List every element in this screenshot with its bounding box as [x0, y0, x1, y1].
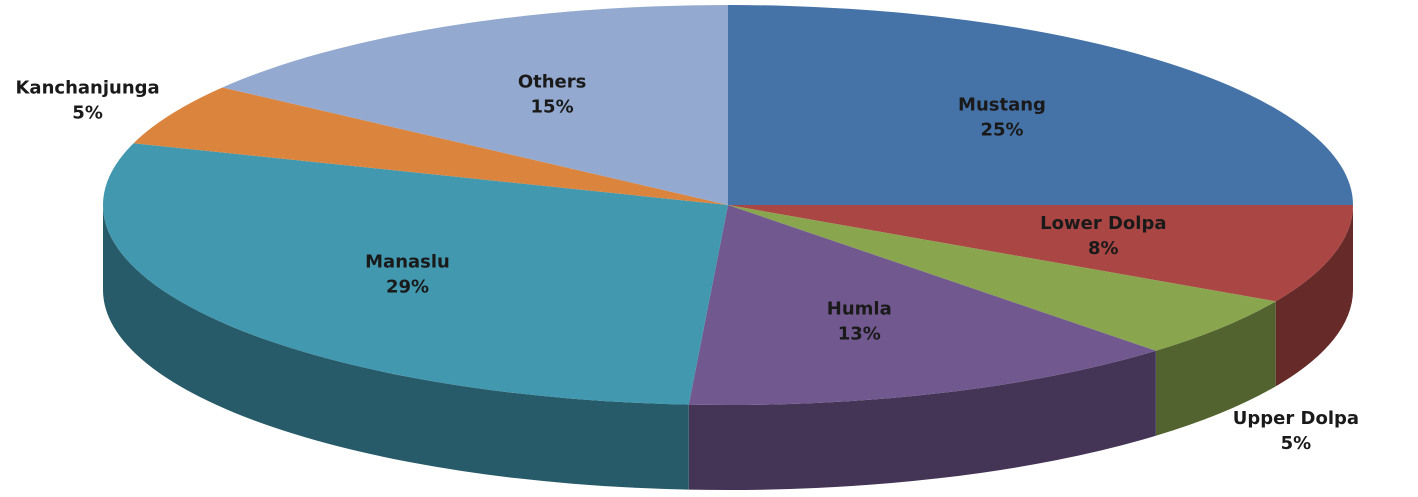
slice-side — [103, 205, 689, 490]
slice-value-label: 5% — [1281, 433, 1312, 454]
slice-label: Kanchanjunga — [15, 78, 159, 99]
slice-label: Upper Dolpa — [1233, 408, 1359, 429]
slice-label: Lower Dolpa — [1040, 213, 1166, 234]
slice-value-label: 15% — [531, 97, 574, 118]
slice — [728, 205, 1353, 302]
slice — [133, 87, 729, 205]
slice — [102, 143, 728, 405]
slice-value-label: 29% — [386, 277, 429, 298]
slice-tops — [102, 5, 1353, 405]
slice-label: Mustang — [958, 94, 1046, 115]
slice-side — [1275, 205, 1353, 387]
slice-label: Manaslu — [365, 252, 450, 273]
slice — [688, 205, 1156, 405]
slice-side — [688, 350, 1156, 490]
slice-sides — [103, 205, 1353, 490]
labels: Mustang 25% Lower Dolpa 8% Upper Dolpa 5% Huml… — [15, 72, 1359, 454]
slice-side — [1155, 301, 1276, 436]
slice — [728, 5, 1353, 205]
slice-value-label: 5% — [72, 103, 103, 124]
slice-value-label: 8% — [1088, 238, 1119, 259]
slice — [728, 205, 1276, 351]
slice-label: Others — [518, 72, 587, 93]
slice-label: Humla — [827, 299, 892, 320]
slice — [222, 5, 728, 205]
slice-value-label: 13% — [838, 324, 881, 345]
slice-value-label: 25% — [980, 119, 1023, 140]
